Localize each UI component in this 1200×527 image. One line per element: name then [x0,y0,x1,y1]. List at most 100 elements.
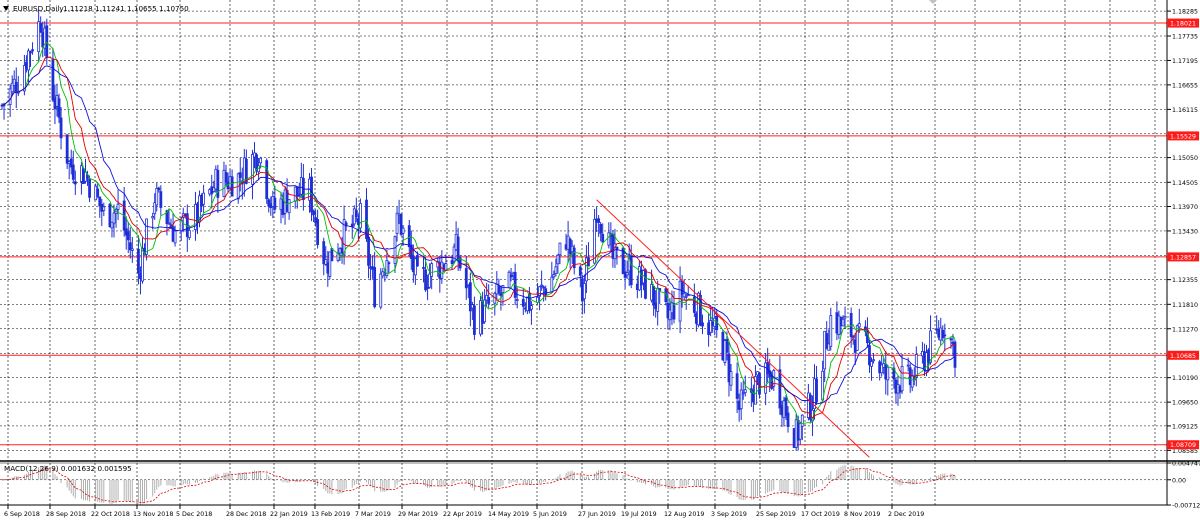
candle-body [684,295,688,298]
candle-body [764,362,768,394]
candle-body [784,397,788,416]
candle-body [578,266,582,276]
candle-body [739,389,743,410]
candle-body [96,188,100,197]
level-price-tags: 1.18021 1.15529 1.12857 1.10685 1.08709 [1167,18,1199,450]
price-tick-label: 1.10190 [1172,375,1198,382]
price-tick-label: 1.14505 [1172,180,1198,187]
candle-body [487,297,491,304]
level-tag-label: 1.10685 [1170,353,1196,360]
candle-body [652,286,656,306]
candle-body [324,259,328,265]
candle-body [416,255,419,267]
price-tick-label: 1.08585 [1172,448,1198,455]
moving-averages [1,42,956,425]
candle-body [929,330,932,363]
candle-body [267,199,271,207]
ma-red-line [1,56,956,419]
candle-body [153,202,157,215]
candle-body [393,236,397,264]
candle-body [538,286,541,297]
date-tick-label: 14 May 2019 [488,511,529,518]
date-tick-label: 25 Sep 2019 [756,511,796,518]
candle-body [556,254,560,265]
candle-body [216,169,220,198]
candle-body [128,242,132,251]
candle-body [709,320,713,333]
candle-body [342,219,346,255]
candle-body [597,218,601,223]
candle-body [10,82,14,93]
candle-body [27,50,30,71]
macd-tick-label: 0.00 [1172,477,1186,484]
macd-pane [2,464,956,505]
chart-shift-marker-icon[interactable] [929,0,937,4]
candle-body [358,203,362,229]
grid [0,0,1167,505]
candle-body [501,285,505,293]
candle-body [625,272,629,276]
candle-body [379,273,383,308]
candle-body [483,299,487,323]
price-tick-label: 1.16655 [1172,82,1198,89]
candle-body [316,219,320,246]
candle-body [112,212,116,224]
candle-body [754,376,757,405]
horizontal-levels[interactable] [0,22,1167,446]
price-tick-label: 1.09125 [1172,423,1198,430]
candle-body [187,230,191,238]
candle-body [130,248,134,251]
candle-body [367,236,370,266]
price-tick-label: 1.18285 [1172,9,1198,16]
candle-body [682,293,686,298]
candle-body [202,192,205,205]
candle-body [110,221,114,229]
price-tick-label: 1.17735 [1172,34,1198,41]
candle-body [507,271,511,289]
level-tag-label: 1.15529 [1170,133,1196,140]
level-tag-1.18021 [1167,18,1199,28]
candle-body [155,188,159,206]
down-trendline[interactable] [596,199,870,458]
candle-body [542,286,546,289]
trendline[interactable] [596,199,870,458]
candle-body [73,181,77,185]
chart-header: EURUSD,Daily 1.11218 1.11241 1.10655 1.1… [3,4,189,13]
candle-body [413,258,417,276]
candle-body [880,364,884,374]
candle-body [230,176,234,197]
ohlc-readout: 1.11218 1.11241 1.10655 1.10750 [63,4,189,13]
candle-body [473,305,476,335]
candle-body [399,213,403,235]
candle-body [395,212,399,234]
candle-body [900,366,904,392]
candle-body [51,59,55,101]
candle-body [385,259,389,277]
date-tick-label: 13 Feb 2019 [311,511,350,518]
triangle-down-icon[interactable] [3,6,9,11]
candle-body [572,247,576,269]
candle-body [350,223,354,228]
candle-body [159,191,163,208]
candle-body [238,172,242,178]
candle-body [37,21,41,53]
date-tick-label: 5 Dec 2018 [176,511,212,518]
candle-body [354,209,358,218]
candle-body [727,354,731,383]
candle-body [312,210,315,216]
price-tick-label: 1.17195 [1172,58,1198,65]
candle-body [735,373,739,399]
candle-body [829,315,833,347]
candle-body [692,296,696,313]
date-tick-label: 6 Sep 2018 [4,511,40,518]
candle-body [456,236,460,262]
candle-body [430,263,434,277]
candle-body [424,269,427,291]
candle-body [29,51,32,54]
candle-body [809,394,812,420]
candle-body [593,219,596,264]
date-tick-label: 19 Jul 2019 [621,511,657,518]
